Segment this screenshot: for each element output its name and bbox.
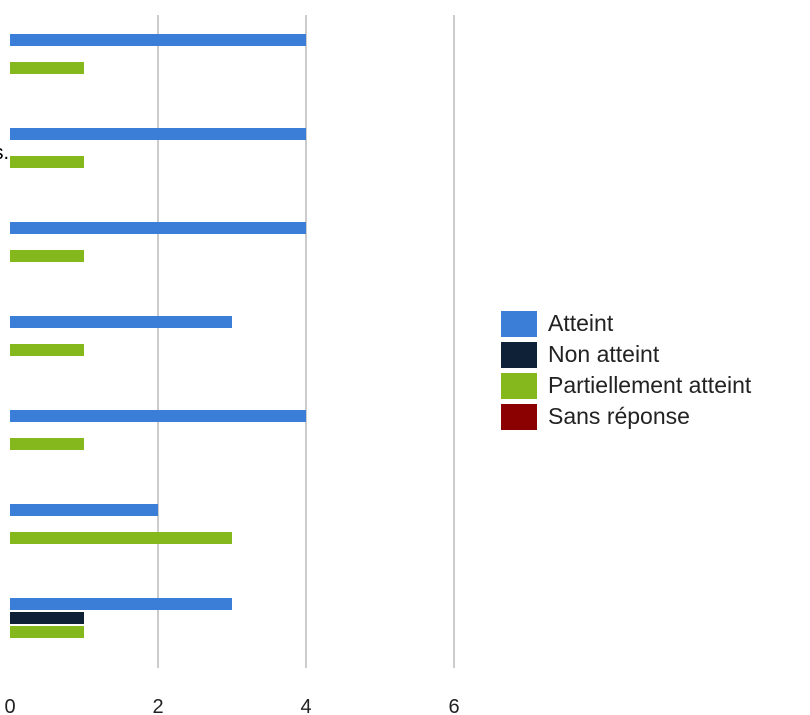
bar[interactable] <box>10 34 306 46</box>
bar[interactable] <box>10 316 232 328</box>
bar[interactable] <box>10 410 306 422</box>
legend-item-partiellement-atteint[interactable]: Partiellement atteint <box>501 370 751 401</box>
legend-item-atteint[interactable]: Atteint <box>501 308 751 339</box>
bar[interactable] <box>10 250 84 262</box>
x-tick-label: 4 <box>300 696 311 715</box>
bar[interactable] <box>10 626 84 638</box>
legend-swatch-non-atteint <box>501 341 537 368</box>
legend-item-non-atteint[interactable]: Non atteint <box>501 339 751 370</box>
gridlines <box>157 15 455 668</box>
bar[interactable] <box>10 504 158 516</box>
x-tick-label: 0 <box>4 696 15 715</box>
bars <box>10 34 306 638</box>
bar[interactable] <box>10 598 232 610</box>
x-tick-label: 2 <box>152 696 163 715</box>
bar[interactable] <box>10 344 84 356</box>
legend-label-sans-reponse: Sans réponse <box>548 403 690 429</box>
legend: Atteint Non atteint Partiellement attein… <box>501 308 751 432</box>
bar[interactable] <box>10 222 306 234</box>
legend-item-sans-reponse[interactable]: Sans réponse <box>501 401 751 432</box>
clipped-category-label: s. <box>0 143 9 163</box>
legend-label-partiellement-atteint: Partiellement atteint <box>548 372 752 398</box>
bar[interactable] <box>10 156 84 168</box>
bar[interactable] <box>10 532 232 544</box>
legend-swatch-partiellement-atteint <box>501 372 537 399</box>
bar[interactable] <box>10 612 84 624</box>
legend-swatch-sans-reponse <box>501 403 537 430</box>
bar[interactable] <box>10 438 84 450</box>
bar[interactable] <box>10 128 306 140</box>
bar[interactable] <box>10 62 84 74</box>
x-tick-label: 6 <box>448 696 459 715</box>
legend-swatch-atteint <box>501 310 537 337</box>
legend-label-non-atteint: Non atteint <box>548 341 660 367</box>
x-tick-labels: 0 2 4 6 <box>4 696 459 715</box>
legend-label-atteint: Atteint <box>548 310 614 336</box>
